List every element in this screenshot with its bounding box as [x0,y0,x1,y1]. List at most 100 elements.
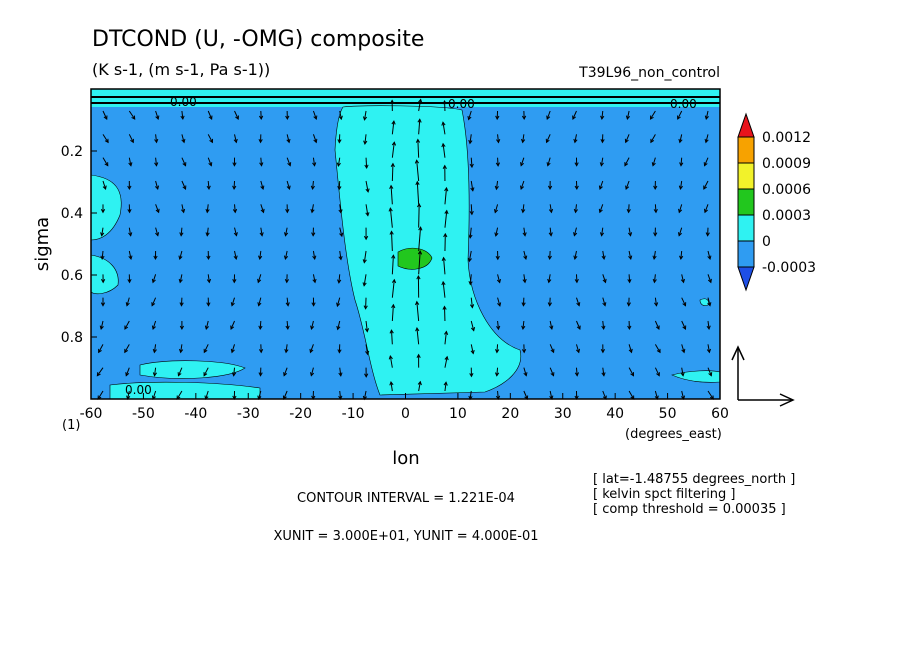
wind-vector [181,110,184,120]
wind-vector [523,367,527,376]
wind-vector-head [389,230,394,235]
wind-vector [624,157,630,166]
wind-vector [286,180,290,190]
wind-vector [339,390,342,400]
wind-vector [128,110,136,120]
wind-vector-head [625,115,631,121]
wind-vector [572,110,577,120]
wind-vector-head [496,279,502,284]
wind-vector [495,180,499,190]
colorbar-segment [737,162,755,190]
colorbar-label: 0.0003 [762,208,811,224]
wind-vector-head [707,255,712,261]
wind-vector [102,180,107,190]
wind-vector-head [128,255,133,261]
wind-vector-head [443,381,448,386]
wind-vector [364,110,367,120]
wind-vector [600,157,604,166]
wind-vector-head [707,278,712,284]
wind-vector [155,227,159,236]
wind-vector-head [124,325,129,330]
wind-vector [707,297,711,306]
wind-vector-head [312,255,317,261]
chart-subtitle: (K s-1, (m s-1, Pa s-1)) [92,60,270,79]
wind-vector [523,227,526,236]
wind-vector [365,157,368,168]
wind-vector-head [521,348,527,354]
wind-vector [260,227,263,236]
wind-vector-head [389,329,394,334]
wind-vector [203,367,209,376]
colorbar-segment [737,214,755,242]
wind-vector-head [388,207,393,212]
wind-vector-head [155,208,160,214]
wind-vector [128,157,132,166]
wind-vector [206,227,209,236]
wind-vector-head [680,278,685,284]
wind-vector-head [389,381,394,386]
wind-vector-head [99,325,104,331]
wind-vector-head [391,278,397,284]
wind-vector [205,390,209,400]
bottom-strip-region [109,381,261,400]
plot-area: 0.00 0.00 0.00 0.00 [90,88,721,401]
wind-vector-head [364,164,369,170]
wind-vector-head [257,302,262,307]
wind-vector-head [417,250,423,255]
wind-vector-head [521,208,526,214]
bottom-left-region [139,360,246,379]
wind-vector-head [652,255,657,261]
wind-vector [679,180,683,190]
wind-vector [100,320,104,330]
wind-vector-head [548,208,554,214]
wind-vector [469,134,472,144]
y-axis: 0.2 0.4 0.6 0.8 [61,144,97,346]
wind-vector-head [547,185,553,191]
wind-vector [207,274,210,283]
note-lat: [ lat=-1.48755 degrees_north ] [593,472,795,487]
wind-vector [259,320,262,330]
wind-vector-head [364,328,370,333]
wind-vector [549,367,554,376]
wind-vector [101,227,104,236]
colorbar: 0.0012 0.0009 0.0006 0.0003 0 -0.0003 [737,112,816,292]
wind-vector-head [284,232,289,237]
wind-vector [312,274,316,283]
wind-vector-head [311,232,316,237]
wind-vector-head [337,139,342,144]
wind-vector [601,227,604,236]
wind-vector-head [260,208,265,214]
wind-vector [128,227,132,236]
wind-vector-head [206,255,211,261]
wind-vector-head [337,279,342,284]
wind-vector-head [523,255,528,261]
wind-vector-head [679,162,684,167]
wind-vector [98,344,104,353]
x-tick-label: 50 [659,406,677,422]
wind-vector-head [177,372,182,377]
wind-vector-head [628,255,633,261]
wind-vector-head [179,302,184,307]
wind-vector [155,157,158,166]
wind-vector [418,99,422,112]
wind-vector [522,204,525,213]
wind-vector [703,180,709,190]
wind-vector-head [444,355,449,361]
wind-vector [628,274,631,283]
wind-vector-head [391,303,396,309]
wind-vector-head [415,180,420,186]
wind-vector [391,255,394,275]
wind-vector-head [362,259,367,264]
wind-vector [312,134,317,143]
wind-vector-head [103,115,108,120]
wind-vector-head [259,232,264,237]
wind-vector [312,157,316,166]
x-tick-label: 20 [501,406,519,422]
wind-vector [363,274,367,286]
wind-vector [339,227,343,237]
wind-vector [575,204,577,213]
wind-vector [286,134,290,143]
colorbar-top-triangle [737,112,755,138]
wind-vector-head [339,232,344,238]
wind-vector [230,320,235,330]
